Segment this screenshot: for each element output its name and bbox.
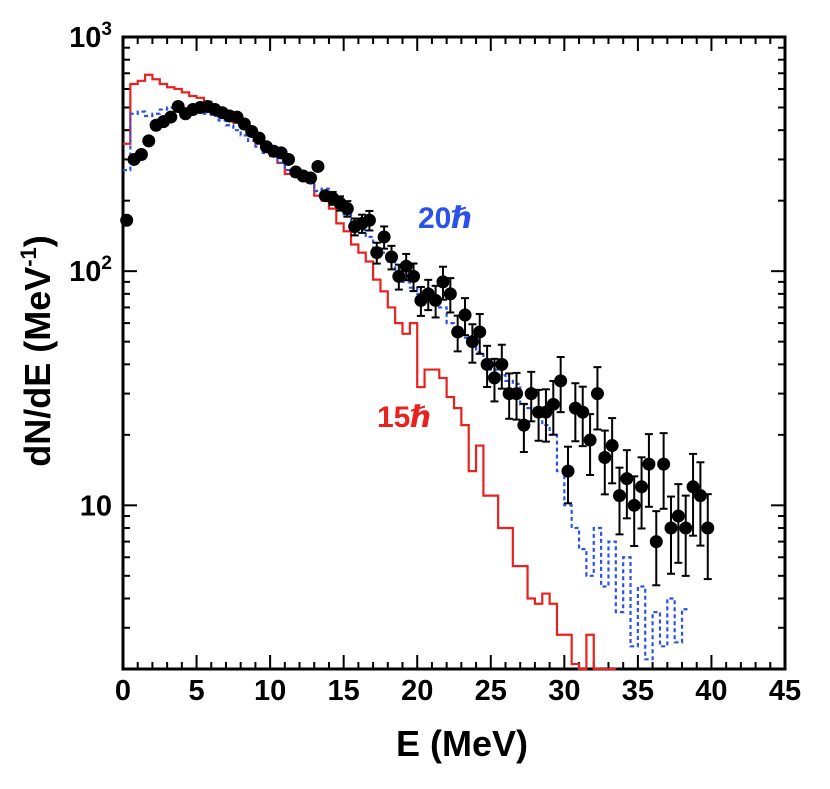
y-tick-base: 10 <box>69 256 101 288</box>
data-point <box>370 246 384 260</box>
annotation-15hbar: 15ℏ <box>377 401 432 434</box>
data-point <box>377 230 391 244</box>
data-point <box>686 480 700 494</box>
data-point <box>510 387 524 401</box>
series-15hbar <box>123 73 616 671</box>
data-point <box>620 472 634 486</box>
data-point <box>164 110 178 124</box>
axis-ticks <box>122 36 786 670</box>
data-point <box>252 131 266 145</box>
data-point <box>657 457 671 471</box>
data-point <box>451 325 465 339</box>
data-point <box>524 387 538 401</box>
x-tick-label: 40 <box>695 675 727 707</box>
y-tick-exponent: 2 <box>101 253 112 274</box>
x-tick-label: 45 <box>769 675 801 707</box>
data-point <box>554 374 568 388</box>
series-20hbar <box>123 104 690 661</box>
x-tick-label: 30 <box>548 675 580 707</box>
data-point <box>443 287 457 301</box>
x-tick-label: 20 <box>401 675 433 707</box>
data-point <box>635 480 649 494</box>
data-point <box>120 213 134 227</box>
data-point <box>392 269 406 283</box>
x-tick-label: 15 <box>328 675 360 707</box>
data-point <box>517 418 531 432</box>
annotation-20hbar: 20ℏ <box>418 202 473 235</box>
data-point <box>679 521 693 535</box>
x-axis-title: E (MeV) <box>396 723 528 764</box>
plot-frame <box>121 35 787 671</box>
data-point <box>613 489 626 503</box>
histogram-15hbar <box>123 73 616 671</box>
data-point <box>671 509 685 523</box>
y-axis-title-exponent: -1 <box>16 247 41 267</box>
data-point <box>649 535 663 549</box>
data-point <box>487 371 501 385</box>
data-point <box>384 250 398 264</box>
data-point <box>546 397 560 411</box>
data-point <box>590 387 604 401</box>
x-tick-label: 25 <box>475 675 507 707</box>
data-point <box>311 159 325 173</box>
data-point <box>693 489 707 503</box>
x-tick-label: 10 <box>254 675 286 707</box>
data-point <box>465 335 479 349</box>
data-point <box>282 152 295 166</box>
y-tick-base: 10 <box>69 22 101 54</box>
data-point <box>561 464 575 478</box>
data-point <box>605 439 619 453</box>
x-tick-label: 0 <box>115 675 131 707</box>
data-point <box>495 357 509 371</box>
data-point <box>407 269 421 283</box>
data-point <box>642 457 656 471</box>
data-point <box>473 325 487 339</box>
data-point <box>664 521 678 535</box>
x-tick-labels: 0 5 10 15 20 25 30 35 40 45 <box>115 675 801 707</box>
x-tick-label: 5 <box>188 675 204 707</box>
data-point <box>142 134 156 148</box>
data-point <box>458 308 472 322</box>
data-point <box>701 521 715 535</box>
data-point <box>134 147 148 161</box>
y-axis-title-close: ) <box>17 235 58 247</box>
data-point <box>362 213 376 227</box>
y-tick-exponent: 3 <box>101 19 112 40</box>
data-point <box>436 275 450 289</box>
data-point <box>576 405 590 419</box>
data-point <box>598 451 612 465</box>
y-tick-label: 103 <box>69 19 112 54</box>
data-point <box>340 202 354 216</box>
y-axis-title-main: dN/dE (MeV <box>17 267 58 467</box>
data-point <box>627 498 641 512</box>
x-tick-label: 35 <box>622 675 654 707</box>
histogram-20hbar <box>123 104 690 661</box>
data-point <box>399 259 413 273</box>
data-point <box>583 433 597 447</box>
y-tick-label: 10 <box>80 490 112 522</box>
y-axis-title: dN/dE (MeV-1) <box>16 235 58 467</box>
series-data-points <box>120 99 715 587</box>
y-tick-base: 10 <box>80 490 112 522</box>
data-point <box>429 293 443 307</box>
data-point <box>480 357 494 371</box>
data-point <box>304 171 318 185</box>
y-tick-label: 102 <box>69 253 112 288</box>
